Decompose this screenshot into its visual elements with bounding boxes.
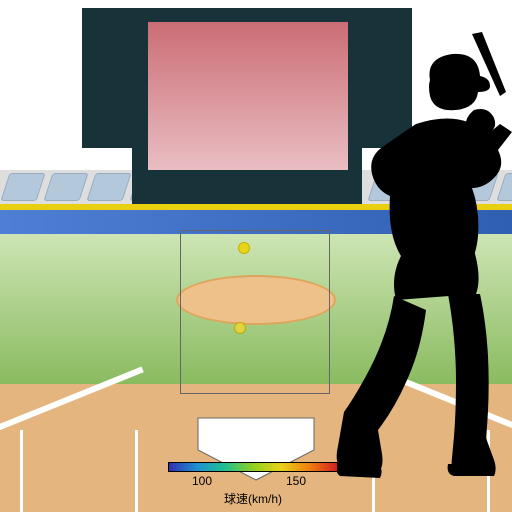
legend-colorbar <box>168 462 338 472</box>
legend-axis-label: 球速(km/h) <box>168 490 338 507</box>
batter-silhouette <box>298 32 512 480</box>
pitch-visualization: 100 150 球速(km/h) <box>0 0 512 512</box>
pitch-marker <box>238 242 250 254</box>
velocity-legend: 100 150 球速(km/h) <box>168 462 338 506</box>
legend-tick-label: 100 <box>192 474 212 488</box>
batters-box-left <box>20 430 138 512</box>
legend-tick-label: 150 <box>286 474 306 488</box>
pitch-marker <box>234 322 246 334</box>
